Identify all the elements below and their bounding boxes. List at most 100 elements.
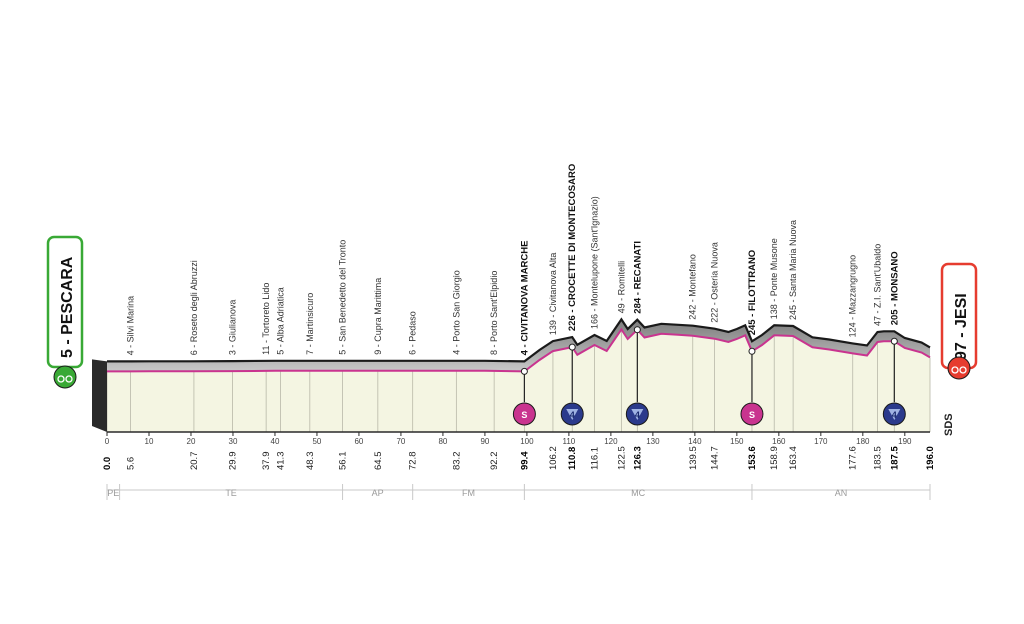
x-tick-label: 30 [229,437,238,446]
distance-label: 163.4 [788,446,799,470]
x-tick-label: 170 [814,437,828,446]
distance-label: 153.6 [747,446,758,470]
x-tick-label: 190 [898,437,912,446]
distance-label: 29.9 [228,452,239,471]
region-label: MC [631,488,645,498]
profile-ground [107,329,930,432]
distance-label: 0.0 [102,457,113,470]
x-tick-label: 120 [604,437,618,446]
waypoint-label: 49 - Romitelli [616,261,626,314]
distance-label: 5.6 [126,457,137,470]
x-tick-label: 90 [480,437,489,446]
gpm-category: 4 [892,410,897,420]
marker-dot [748,347,756,355]
distance-label: 99.4 [519,451,530,470]
gpm-category: 4 [635,410,640,420]
gpm-triangle-icon [888,409,901,420]
waypoint-label: 11 - Tortoreto Lido [261,283,271,355]
waypoint-label: 245 - Santa Maria Nuova [788,220,798,320]
x-tick-label: 60 [354,437,363,446]
distance-label: 187.5 [889,446,900,470]
waypoint-label: 138 - Ponte Musone [769,238,779,319]
waypoint-label: 6 - Pedaso [408,311,418,355]
waypoint-label: 7 - Martinsicuro [305,293,315,355]
x-tick-label: 140 [688,437,702,446]
distance-label: 158.9 [769,446,780,470]
waypoint-label: 222 - Osteria Nuova [710,242,720,323]
waypoint-label: 205 - MONSANO [889,251,900,325]
x-tick-label: 80 [438,437,447,446]
distance-label: 48.3 [305,452,316,471]
region-label: FM [462,488,475,498]
distance-label: 126.3 [632,446,643,470]
x-tick-label: 70 [396,437,405,446]
profile-side-wall [92,359,107,432]
marker-dot [520,367,528,375]
waypoint-label: 139 - Civitanova Alta [548,253,558,336]
waypoint-label: 226 - CROCETTE DI MONTECOSARO [567,164,578,331]
region-label: AP [372,488,384,498]
x-tick-label: 50 [312,437,321,446]
distance-label: 41.3 [275,452,286,471]
finish-bike-icon [947,356,971,380]
distance-label: 92.2 [489,452,500,470]
brand-logo: SDS [943,413,955,436]
start-label: 5 - PESCARA [59,256,76,358]
marker-dot [568,343,576,351]
region-label: TE [225,488,237,498]
gpm-triangle-icon [631,409,644,420]
waypoint-label: 245 - FILOTTRANO [747,250,758,336]
x-tick-label: 100 [520,437,534,446]
waypoint-label: 5 - Alba Adriatica [275,287,285,355]
finish-bike-wheel [959,366,967,374]
waypoint-label: 8 - Porto Sant'Elpidio [489,271,499,355]
profile-mountain-band [107,319,930,372]
start-bike-icon [53,365,77,389]
x-tick-label: 150 [730,437,744,446]
waypoint-label: 4 - Porto San Giorgio [451,270,461,355]
profile-route-line [107,327,931,373]
gpm-triangle-icon [566,409,579,420]
gpm-category: 4 [570,410,575,420]
sprint-badge [512,402,536,426]
distance-label: 116.1 [590,447,601,470]
distance-label: 122.5 [616,446,627,470]
x-tick-label: 20 [187,437,196,446]
waypoint-label: 4 - Silvi Marina [126,296,136,356]
waypoint-label: 47 - Z.I. Sant'Ubaldo [873,244,883,326]
marker-dot [890,337,898,345]
distance-label: 183.5 [873,446,884,470]
distance-label: 110.8 [567,447,578,470]
distance-label: 64.5 [373,452,384,471]
sprint-symbol: S [749,410,755,420]
waypoint-label: 124 - Mazzangrugno [848,255,858,338]
distance-label: 106.2 [548,446,559,470]
distance-label: 83.2 [451,452,462,471]
waypoint-label: 3 - Giulianova [228,300,238,356]
x-tick-label: 110 [563,437,576,446]
x-tick-label: 130 [646,437,660,446]
finish-label: 97 - JESI [953,293,970,360]
distance-label: 196.0 [925,446,936,470]
waypoint-label: 284 - RECANATI [632,241,643,314]
waypoint-label: 4 - CIVITANOVA MARCHE [519,241,530,356]
start-bike-wheel [65,375,73,383]
x-tick-label: 40 [271,437,280,446]
distance-label: 177.6 [848,446,859,470]
finish-bike-wheel [951,366,959,374]
x-tick-label: 160 [772,437,786,446]
region-label: AN [835,488,848,498]
distance-label: 20.7 [189,452,200,471]
x-tick-label: 10 [145,437,154,446]
waypoint-label: 9 - Cupra Marittima [373,278,383,355]
region-label: PE [107,488,119,498]
x-tick-label: 0 [105,437,110,446]
profile-top-line [107,317,931,363]
waypoint-label: 166 - Montelupone (Sant'Ignazio) [590,196,600,329]
x-tick-label: 180 [856,437,870,446]
distance-label: 72.8 [408,452,419,471]
distance-label: 144.7 [710,446,721,470]
sprint-badge [740,402,764,426]
